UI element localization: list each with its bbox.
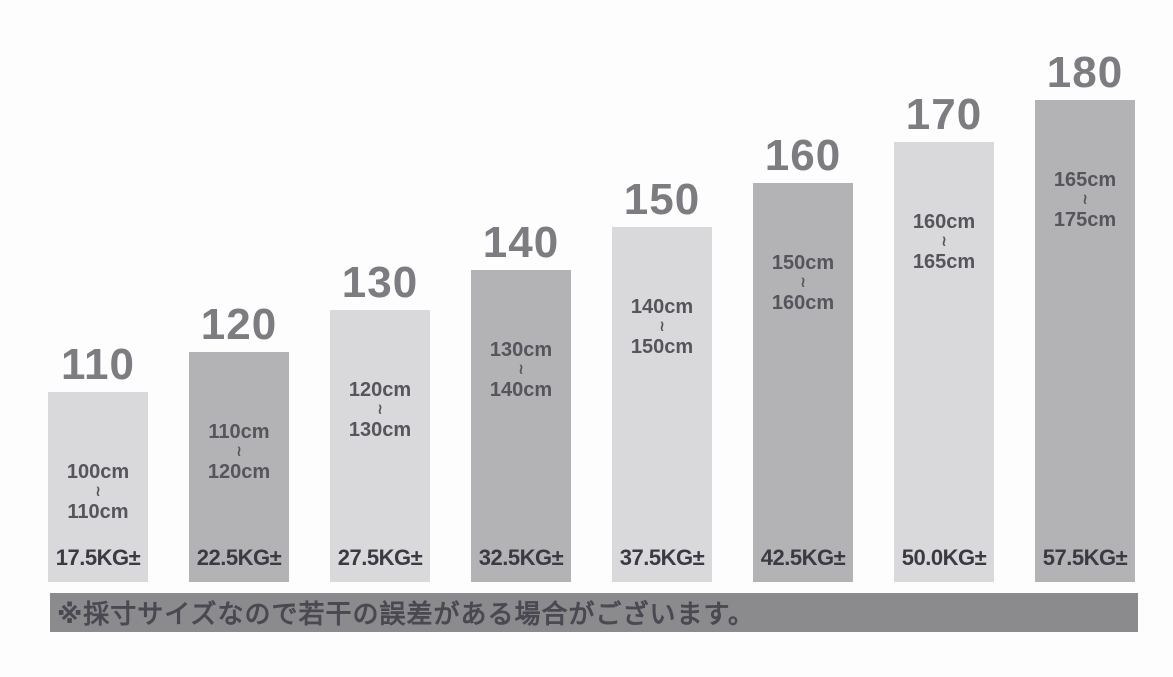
- tilde-icon: ≀: [377, 401, 383, 418]
- size-group-180: 180 165cm ≀ 175cm 57.5KG±: [1035, 49, 1135, 582]
- range-from: 150cm: [771, 252, 835, 274]
- size-group-160: 160 150cm ≀ 160cm 42.5KG±: [753, 132, 853, 582]
- tilde-icon: ≀: [518, 361, 524, 378]
- size-label: 150: [623, 175, 701, 224]
- size-label: 140: [482, 218, 560, 267]
- tilde-icon: ≀: [800, 274, 806, 291]
- range-to: 130cm: [348, 419, 412, 441]
- weight-label: 32.5KG±: [478, 545, 564, 570]
- size-bar: 100cm ≀ 110cm 17.5KG±: [48, 392, 148, 582]
- size-label: 130: [341, 258, 419, 307]
- size-group-170: 170 160cm ≀ 165cm 50.0KG±: [894, 91, 994, 582]
- size-group-130: 130 120cm ≀ 130cm 27.5KG±: [330, 259, 430, 582]
- weight-label: 37.5KG±: [619, 545, 705, 570]
- size-group-150: 150 140cm ≀ 150cm 37.5KG±: [612, 176, 712, 582]
- range-from: 100cm: [66, 461, 130, 483]
- weight-label: 17.5KG±: [55, 545, 141, 570]
- tilde-icon: ≀: [236, 443, 242, 460]
- range-from: 165cm: [1053, 169, 1117, 191]
- range-from: 110cm: [208, 421, 270, 443]
- size-bar: 150cm ≀ 160cm 42.5KG±: [753, 183, 853, 582]
- range-to: 165cm: [912, 251, 976, 273]
- range-from: 130cm: [489, 339, 553, 361]
- size-bar: 130cm ≀ 140cm 32.5KG±: [471, 270, 571, 582]
- size-label: 120: [200, 300, 278, 349]
- range-to: 140cm: [489, 379, 553, 401]
- range-from: 140cm: [630, 296, 694, 318]
- range-from: 120cm: [348, 379, 412, 401]
- tilde-icon: ≀: [95, 483, 101, 500]
- range-from: 160cm: [912, 211, 976, 233]
- range-to: 175cm: [1053, 209, 1117, 231]
- size-label: 180: [1046, 48, 1124, 97]
- disclaimer-text: ※採寸サイズなので若干の誤差がある場合がございます。: [57, 599, 755, 629]
- size-bar: 110cm ≀ 120cm 22.5KG±: [189, 352, 289, 582]
- size-label: 110: [61, 340, 135, 389]
- size-bar: 165cm ≀ 175cm 57.5KG±: [1035, 100, 1135, 582]
- size-group-140: 140 130cm ≀ 140cm 32.5KG±: [471, 219, 571, 582]
- weight-label: 27.5KG±: [337, 545, 423, 570]
- height-range: 100cm ≀ 110cm: [48, 460, 148, 524]
- tilde-icon: ≀: [941, 233, 947, 250]
- weight-label: 42.5KG±: [760, 545, 846, 570]
- size-bar: 120cm ≀ 130cm 27.5KG±: [330, 310, 430, 582]
- tilde-icon: ≀: [659, 318, 665, 335]
- height-range: 160cm ≀ 165cm: [894, 210, 994, 274]
- weight-label: 57.5KG±: [1042, 545, 1128, 570]
- size-group-110: 110 100cm ≀ 110cm 17.5KG±: [48, 341, 148, 582]
- height-range: 150cm ≀ 160cm: [753, 251, 853, 315]
- range-to: 120cm: [207, 461, 271, 483]
- range-to: 160cm: [771, 292, 835, 314]
- size-group-120: 120 110cm ≀ 120cm 22.5KG±: [189, 301, 289, 582]
- height-range: 140cm ≀ 150cm: [612, 295, 712, 359]
- disclaimer-bar: ※採寸サイズなので若干の誤差がある場合がございます。: [50, 593, 1138, 632]
- size-label: 170: [905, 90, 983, 139]
- range-to: 110cm: [67, 501, 129, 523]
- size-bar: 140cm ≀ 150cm 37.5KG±: [612, 227, 712, 582]
- tilde-icon: ≀: [1082, 191, 1088, 208]
- height-range: 130cm ≀ 140cm: [471, 338, 571, 402]
- weight-label: 22.5KG±: [196, 545, 282, 570]
- range-to: 150cm: [630, 336, 694, 358]
- height-range: 120cm ≀ 130cm: [330, 378, 430, 442]
- size-label: 160: [764, 131, 842, 180]
- weight-label: 50.0KG±: [901, 545, 987, 570]
- size-bar: 160cm ≀ 165cm 50.0KG±: [894, 142, 994, 582]
- height-range: 110cm ≀ 120cm: [189, 420, 289, 484]
- height-range: 165cm ≀ 175cm: [1035, 168, 1135, 232]
